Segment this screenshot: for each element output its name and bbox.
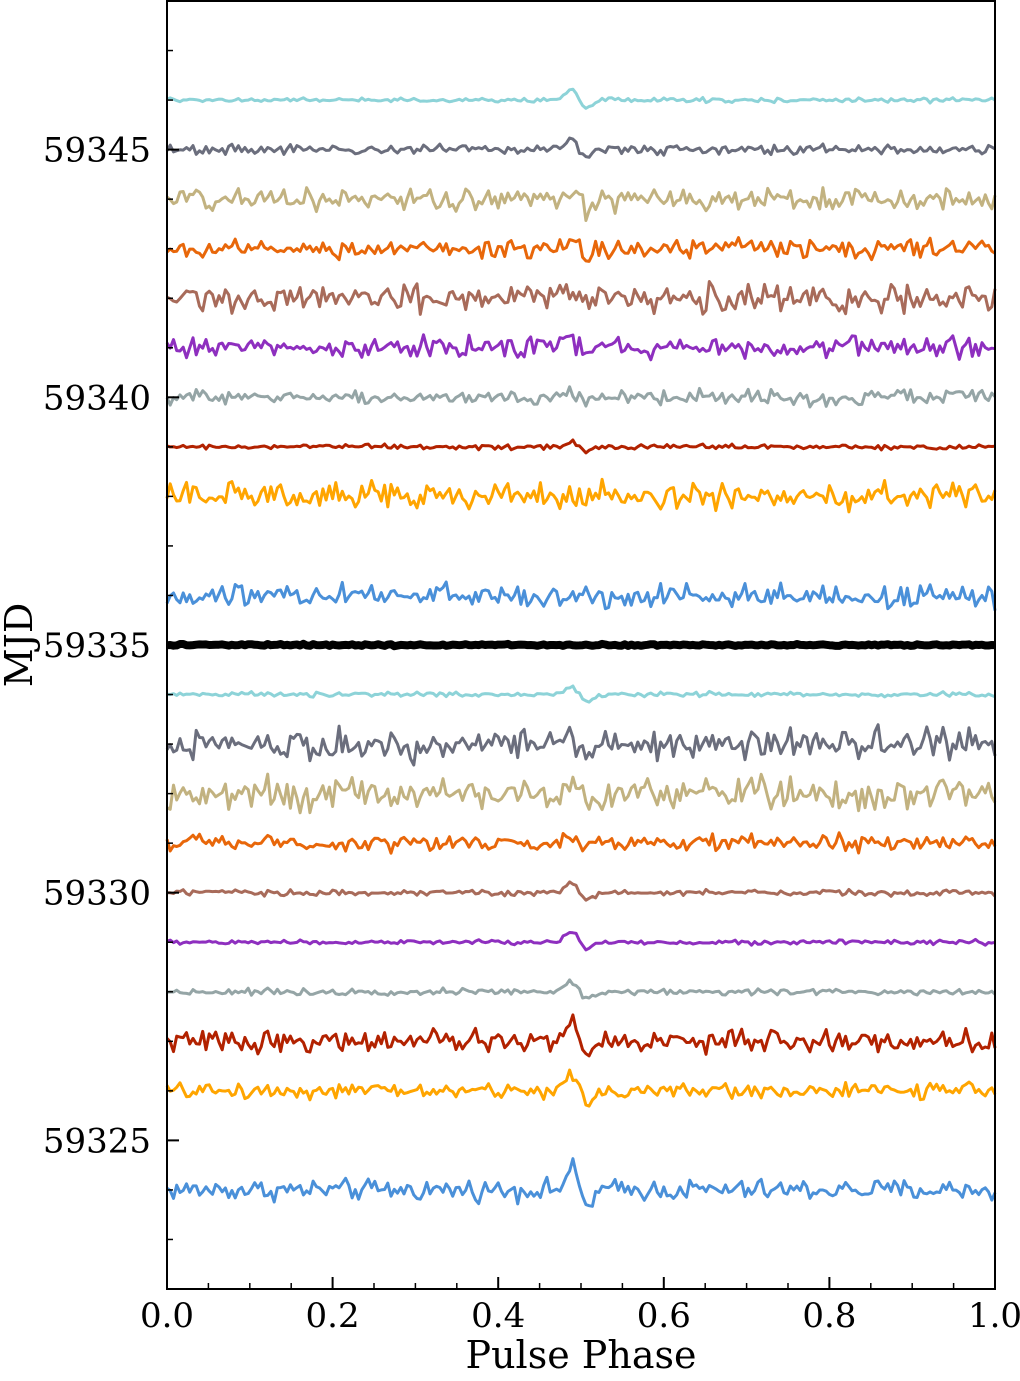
y-tick-label: 59330 [43, 874, 151, 914]
profile-line-mjd-59332 [166, 772, 997, 815]
x-tick-label: 0.0 [140, 1296, 194, 1336]
profile-line-mjd-59342 [166, 280, 997, 316]
profile-line-mjd-59324 [166, 1157, 997, 1208]
profile-line-mjd-59336 [165, 580, 997, 611]
profile-line-mjd-59328 [166, 978, 997, 1000]
y-axis-ticks: 59325 59330 59335 59340 59345 [43, 0, 179, 1290]
profile-line-mjd-59341 [165, 333, 996, 362]
plot-area [165, 87, 997, 1208]
profile-line-mjd-59334 [166, 684, 996, 704]
x-tick-label: 0.4 [471, 1296, 525, 1336]
y-axis-label: MJD [0, 603, 41, 688]
profile-line-mjd-59333 [165, 723, 997, 767]
y-tick-label: 59325 [43, 1121, 151, 1161]
x-axis-label: Pulse Phase [466, 1333, 697, 1377]
profile-line-mjd-59340 [165, 385, 997, 409]
profile-line-mjd-59326 [165, 1068, 997, 1108]
y-tick-label: 59345 [43, 131, 151, 171]
profile-line-mjd-59329 [166, 931, 996, 952]
x-tick-label: 0.2 [306, 1296, 360, 1336]
y-tick-label: 59335 [43, 626, 151, 666]
profile-line-mjd-59327 [165, 1013, 997, 1058]
profile-line-mjd-59344 [166, 186, 997, 222]
profile-line-mjd-59335 [166, 639, 996, 651]
profile-line-mjd-59339 [166, 438, 996, 455]
y-tick-label: 59340 [43, 378, 151, 418]
profile-line-mjd-59343 [165, 236, 996, 263]
x-tick-label: 0.8 [802, 1296, 856, 1336]
x-tick-label: 1.0 [968, 1296, 1020, 1336]
profile-line-mjd-59331 [165, 831, 997, 855]
profile-line-mjd-59330 [167, 880, 997, 902]
profile-line-mjd-59338 [165, 477, 997, 514]
x-axis-ticks: 0.0 0.2 0.4 0.6 0.8 1.0 [140, 1277, 1020, 1336]
profile-line-mjd-59346 [166, 87, 996, 110]
profile-line-mjd-59345 [165, 136, 996, 159]
x-tick-label: 0.6 [637, 1296, 691, 1336]
